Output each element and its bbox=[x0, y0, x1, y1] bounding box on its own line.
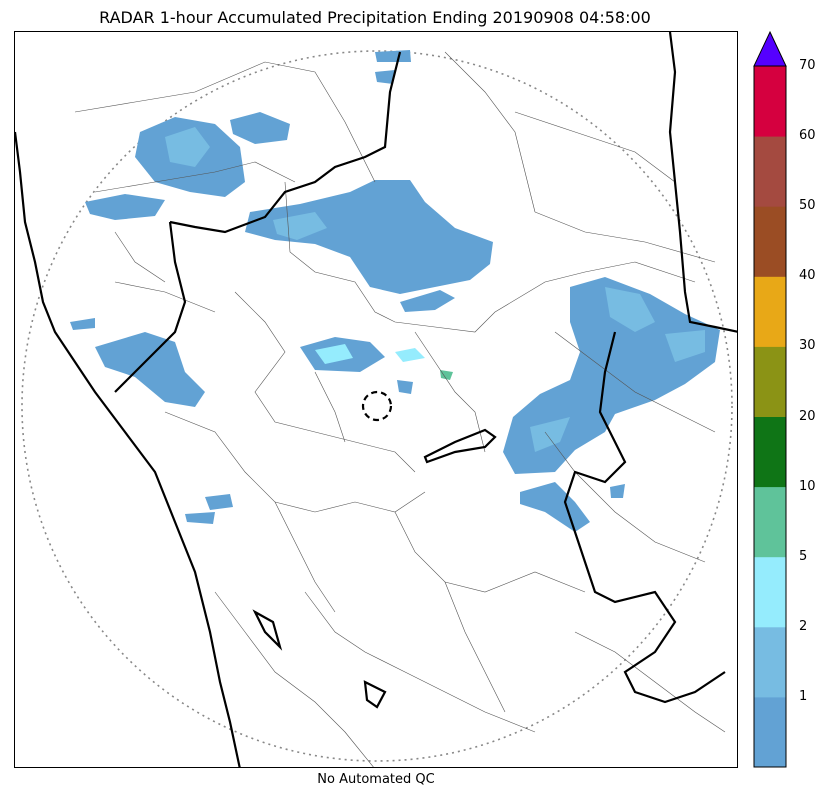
colorbar-tick-label: 50 bbox=[799, 198, 816, 214]
precip-area-central-north-light bbox=[273, 212, 327, 240]
colorbar-segment bbox=[754, 136, 786, 207]
state-boundaries bbox=[15, 32, 737, 767]
radar-range-ring bbox=[21, 50, 733, 762]
west-state-boundary bbox=[114, 221, 187, 393]
precip-area-west-3 bbox=[70, 318, 95, 330]
precip-area-southwest bbox=[205, 494, 233, 510]
colorbar-segment bbox=[754, 276, 786, 347]
colorbar-tick-label: 40 bbox=[799, 268, 816, 284]
precip-area-nw-light bbox=[165, 127, 210, 167]
precip-area-central-light-2 bbox=[395, 348, 425, 362]
colorbar-segment bbox=[754, 626, 786, 698]
colorbar-tick-label: 70 bbox=[799, 58, 816, 73]
colorbar-extend-arrow bbox=[753, 30, 787, 67]
precip-area-west-2 bbox=[95, 332, 205, 407]
southeast-state-boundary bbox=[563, 331, 726, 704]
precip-area-central-green bbox=[440, 370, 453, 380]
precip-area-central-north bbox=[245, 180, 493, 294]
radar-site-marker bbox=[361, 390, 393, 422]
colorbar-segment bbox=[754, 416, 786, 488]
precip-area-central-light bbox=[315, 344, 353, 364]
map-panel[interactable] bbox=[14, 31, 738, 768]
northern-state-boundary bbox=[169, 51, 402, 234]
colorbar-segment bbox=[754, 206, 786, 277]
precip-area-top-2 bbox=[375, 70, 395, 84]
radar-map bbox=[15, 32, 737, 767]
precip-area-southwest-2 bbox=[185, 512, 215, 524]
precip-area-n bbox=[230, 112, 290, 144]
south-boundary-segment bbox=[252, 609, 283, 651]
precip-area-east-light-2 bbox=[665, 330, 705, 362]
precip-area-top bbox=[375, 50, 411, 62]
map-title: RADAR 1-hour Accumulated Precipitation E… bbox=[99, 8, 651, 27]
precipitation-areas bbox=[70, 50, 720, 532]
footer-note: No Automated QC bbox=[317, 772, 435, 787]
colorbar-segment bbox=[754, 696, 786, 768]
precip-area-southeast-2 bbox=[610, 484, 625, 498]
colorbar-tick-label: 60 bbox=[799, 128, 816, 144]
colorbar-border bbox=[753, 65, 787, 768]
colorbar-segment bbox=[754, 66, 786, 137]
west-coastline bbox=[15, 131, 241, 767]
precip-area-southeast bbox=[520, 482, 590, 532]
south-boundary-segment-2 bbox=[363, 680, 387, 709]
precip-area-central-dot bbox=[397, 380, 413, 394]
colorbar-segment bbox=[754, 346, 786, 417]
district-boundaries bbox=[74, 51, 726, 767]
precipitation-colorbar bbox=[753, 30, 787, 768]
colorbar-tick-label: 20 bbox=[799, 408, 816, 424]
precip-area-west bbox=[85, 194, 165, 220]
colorbar-tick-label: 30 bbox=[799, 338, 816, 354]
colorbar-tick-label: 1 bbox=[799, 688, 808, 704]
colorbar-segment bbox=[754, 556, 786, 628]
inner-boundary-loop bbox=[423, 428, 497, 464]
precip-area-band bbox=[400, 290, 455, 312]
colorbar-tick-label: 2 bbox=[799, 618, 808, 634]
colorbar-tick-label: 5 bbox=[799, 548, 808, 564]
colorbar-tick-label: 10 bbox=[799, 478, 816, 494]
precip-area-east-light bbox=[605, 287, 655, 332]
precip-area-east-light-3 bbox=[530, 417, 570, 452]
eastern-state-boundary bbox=[668, 32, 737, 333]
colorbar-segment bbox=[754, 486, 786, 558]
